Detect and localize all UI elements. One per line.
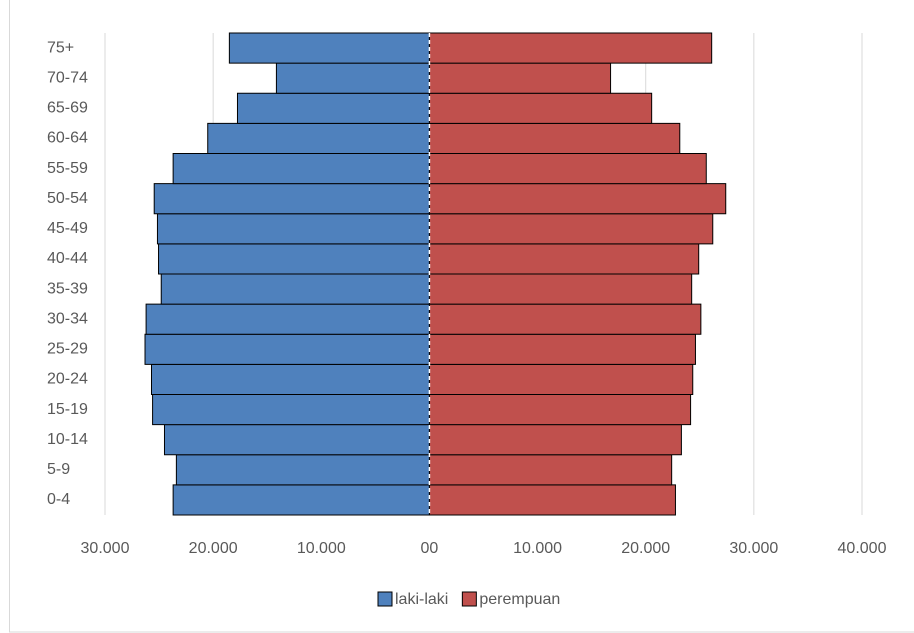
x-tick-label: 00 <box>421 540 439 557</box>
bar <box>151 363 430 395</box>
y-tick-label: 75+ <box>47 39 74 56</box>
bar <box>236 92 430 124</box>
bar <box>175 454 430 486</box>
legend-swatch <box>377 591 393 607</box>
bar <box>428 273 693 305</box>
y-tick-label: 0-4 <box>47 491 70 508</box>
y-tick-label: 40-44 <box>47 250 88 267</box>
y-tick-label: 55-59 <box>47 160 88 177</box>
bar <box>428 333 696 365</box>
y-tick-label: 15-19 <box>47 401 88 418</box>
bar <box>160 273 430 305</box>
bar <box>428 424 682 456</box>
bar <box>428 363 694 395</box>
y-tick-label: 65-69 <box>47 100 88 117</box>
x-tick-label: 10.000 <box>513 540 562 557</box>
legend-label: laki-laki <box>395 591 448 608</box>
bar <box>207 122 430 154</box>
x-tick-label: 10.000 <box>297 540 346 557</box>
legend-item: perempuan <box>461 591 560 608</box>
bar <box>153 183 430 215</box>
bar <box>145 303 430 335</box>
bar <box>156 213 430 245</box>
x-tick-label: 40.000 <box>838 540 887 557</box>
bar <box>228 32 430 64</box>
x-tick-label: 30.000 <box>729 540 778 557</box>
y-tick-label: 35-39 <box>47 280 88 297</box>
bar <box>428 32 713 64</box>
bar <box>158 243 430 275</box>
y-tick-label: 20-24 <box>47 371 88 388</box>
y-tick-label: 30-34 <box>47 310 88 327</box>
y-tick-label: 5-9 <box>47 461 70 478</box>
x-tick-label: 30.000 <box>81 540 130 557</box>
y-tick-label: 60-64 <box>47 130 88 147</box>
y-tick-label: 50-54 <box>47 190 88 207</box>
bar <box>428 454 673 486</box>
chart-frame <box>9 0 914 633</box>
bar <box>428 122 681 154</box>
y-tick-label: 45-49 <box>47 220 88 237</box>
bar <box>428 62 612 94</box>
bar <box>428 92 653 124</box>
bar <box>172 484 430 516</box>
x-tick-label: 20.000 <box>189 540 238 557</box>
bar <box>428 484 676 516</box>
y-tick-label: 70-74 <box>47 69 88 86</box>
bar <box>172 153 430 185</box>
bar <box>428 153 707 185</box>
bar <box>428 183 727 215</box>
legend-label: perempuan <box>479 591 560 608</box>
bar <box>428 243 700 275</box>
bar <box>428 213 714 245</box>
bar <box>428 394 692 426</box>
bar <box>163 424 430 456</box>
bar <box>275 62 430 94</box>
bar <box>144 333 430 365</box>
y-tick-label: 10-14 <box>47 431 88 448</box>
bar <box>152 394 430 426</box>
legend-item: laki-laki <box>377 591 448 608</box>
legend-swatch <box>461 591 477 607</box>
x-tick-label: 20.000 <box>621 540 670 557</box>
y-tick-label: 25-29 <box>47 341 88 358</box>
bar <box>428 303 702 335</box>
